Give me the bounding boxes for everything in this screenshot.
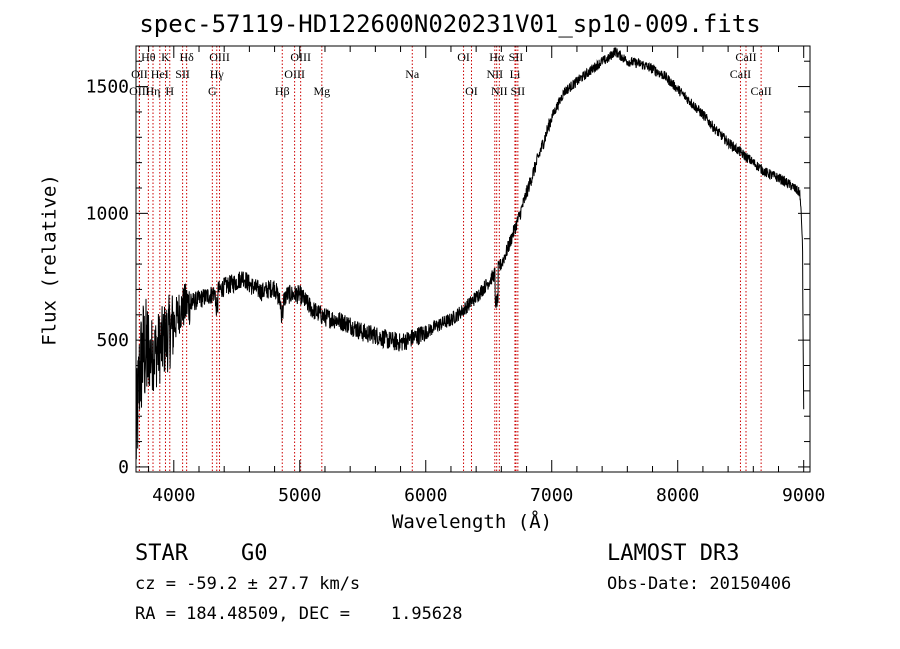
line-label: NII [486,67,503,81]
y-tick-label: 1000 [86,203,129,224]
line-label: Hδ [179,50,194,64]
tick-marks [136,46,810,472]
line-label: CaII [750,84,771,98]
line-label: Hθ [141,50,156,64]
line-label: H [165,84,174,98]
chart-title: spec-57119-HD122600N020231V01_sp10-009.f… [139,10,761,38]
line-markers [138,46,762,472]
line-label: Hα [489,50,505,64]
tick-labels: 4000 5000 6000 7000 8000 9000 0 500 1000 1500 [86,77,826,506]
line-label: SII [511,84,526,98]
line-label: Na [405,67,420,81]
spectrum-line [135,47,805,460]
x-tick-label: 7000 [530,485,573,506]
x-tick-label: 5000 [278,485,321,506]
x-axis-label: Wavelength (Å) [391,511,553,533]
object-class: STAR [135,541,188,566]
line-label: Hβ [275,84,290,98]
line-label: OIII [290,50,311,64]
ra-dec: RA = 184.48509, DEC = 1.95628 [135,604,463,624]
subclass: G0 [241,541,268,566]
x-tick-label: 9000 [782,485,825,506]
redshift-cz: cz = -59.2 ± 27.7 km/s [135,574,361,594]
line-label: HeI [151,67,169,81]
line-label: Hη [146,84,161,98]
axes-frame [135,45,811,473]
line-label: G [208,84,217,98]
line-label: Li [510,67,521,81]
line-label: OIII [209,50,230,64]
spectrum-line-group [135,47,805,460]
line-label: K [161,50,170,64]
line-label: OIII [129,84,150,98]
line-label: OI [457,50,470,64]
survey-name: LAMOST DR3 [607,541,740,566]
line-label: Hγ [210,67,225,81]
y-axis-label: Flux (relative) [38,174,61,346]
line-label: OIII [284,67,305,81]
line-label: SII [509,50,524,64]
line-label: SII [175,67,190,81]
y-tick-label: 0 [118,457,129,478]
y-tick-label: 500 [96,330,129,351]
x-tick-label: 4000 [152,485,195,506]
line-label: OI [465,84,478,98]
line-label: OII [131,67,148,81]
x-tick-label: 8000 [656,485,699,506]
y-tick-label: 1500 [86,77,129,98]
plot-frame [135,45,811,473]
line-label: CaII [735,50,756,64]
obs-date: Obs-Date: 20150406 [607,574,792,594]
line-label: Mg [313,84,330,98]
line-label: CaII [730,67,751,81]
line-label: NII [491,84,508,98]
x-tick-label: 6000 [404,485,447,506]
